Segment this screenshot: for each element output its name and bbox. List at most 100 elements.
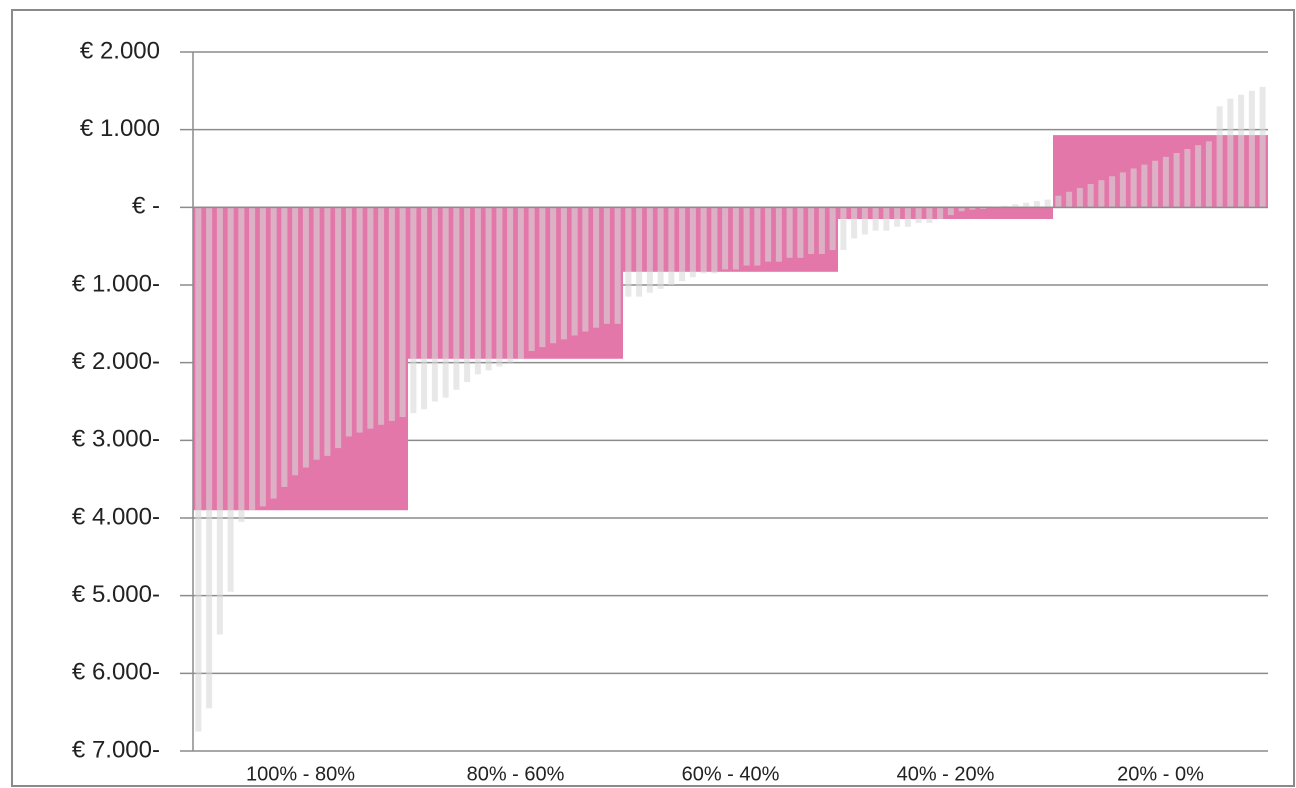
household-bar: [947, 207, 954, 216]
household-bar: [636, 207, 643, 297]
household-bar: [335, 207, 342, 449]
household-bar: [1195, 145, 1202, 208]
y-tick-label: € 6.000-: [72, 659, 160, 686]
household-bar: [1152, 160, 1159, 208]
household-bar: [474, 207, 481, 375]
household-bar: [431, 207, 438, 402]
household-bar: [356, 207, 363, 433]
household-bar: [324, 207, 331, 456]
household-bar: [485, 207, 492, 371]
household-bar: [872, 207, 879, 231]
household-bar: [227, 207, 234, 592]
household-bar: [829, 207, 836, 251]
household-bar: [883, 207, 890, 231]
household-bar: [765, 207, 772, 262]
bar: [838, 207, 1053, 219]
household-bar: [560, 207, 567, 340]
household-bar: [1205, 141, 1212, 208]
household-bar: [517, 207, 524, 359]
x-tick-label: 60% - 40%: [682, 763, 780, 785]
household-bar: [1162, 156, 1169, 208]
household-bar: [249, 207, 256, 511]
household-bar: [410, 207, 417, 414]
household-bar: [958, 207, 965, 212]
household-bar: [292, 207, 299, 476]
household-bar: [539, 207, 546, 348]
household-bar: [550, 207, 557, 344]
household-bar: [216, 207, 223, 635]
household-bar: [904, 207, 911, 227]
household-bar: [711, 207, 718, 274]
y-tick-label: € 7.000-: [72, 736, 160, 763]
household-bar: [1141, 164, 1148, 208]
household-bar: [238, 207, 245, 522]
household-bar: [345, 207, 352, 437]
y-tick-label: € 2.000: [80, 37, 160, 64]
x-tick-label: 100% - 80%: [246, 763, 355, 785]
household-bar: [582, 207, 589, 332]
household-bar: [926, 207, 933, 223]
household-bar: [1119, 172, 1126, 208]
household-bar: [1238, 94, 1245, 208]
household-bar: [1023, 202, 1030, 208]
household-bar: [797, 207, 804, 258]
household-bar: [1066, 191, 1073, 208]
household-bar: [937, 207, 944, 219]
household-bar: [1173, 152, 1180, 208]
household-bar: [894, 207, 901, 227]
household-bar: [259, 207, 266, 507]
household-bar: [754, 207, 761, 266]
household-bar: [722, 207, 729, 270]
household-bar: [1055, 195, 1062, 208]
bar: [623, 207, 838, 272]
household-bar: [1076, 187, 1083, 208]
household-bar: [1184, 149, 1191, 208]
household-bar: [1109, 176, 1116, 208]
household-bar: [281, 207, 288, 487]
household-bar: [388, 207, 395, 421]
x-tick-label: 20% - 0%: [1117, 763, 1204, 785]
household-bar: [1033, 201, 1040, 208]
y-tick-label: € -: [132, 193, 160, 220]
household-bar: [775, 207, 782, 262]
household-bar: [367, 207, 374, 429]
x-tick-label: 40% - 20%: [897, 763, 995, 785]
household-bar: [1130, 168, 1137, 208]
household-bar: [399, 207, 406, 418]
household-bar: [1001, 205, 1008, 208]
household-bar: [1227, 98, 1234, 208]
household-bar: [980, 207, 987, 209]
household-bar: [1044, 199, 1051, 208]
x-tick-label: 80% - 60%: [467, 763, 565, 785]
household-bar: [464, 207, 471, 383]
y-tick-label: € 5.000-: [72, 581, 160, 608]
household-bar: [507, 207, 514, 363]
household-bar: [206, 207, 213, 709]
household-bar: [818, 207, 825, 254]
household-bar: [528, 207, 535, 352]
y-tick-label: € 3.000-: [72, 426, 160, 453]
household-bar: [442, 207, 449, 398]
y-tick-label: € 4.000-: [72, 503, 160, 530]
household-bar: [1216, 106, 1223, 208]
household-bar: [732, 207, 739, 270]
household-bar: [421, 207, 428, 410]
household-bar: [646, 207, 653, 293]
household-bar: [571, 207, 578, 336]
household-bar: [593, 207, 600, 328]
household-bar: [1012, 204, 1019, 208]
y-tick-label: € 1.000: [80, 115, 160, 142]
household-bar: [313, 207, 320, 460]
bar: [193, 207, 408, 511]
household-bar: [1259, 86, 1266, 208]
household-bar: [270, 207, 277, 499]
household-bar: [915, 207, 922, 223]
household-bar: [302, 207, 309, 468]
bar: [1053, 135, 1268, 208]
household-bar: [969, 207, 976, 210]
household-bar: [679, 207, 686, 282]
household-bar: [657, 207, 664, 289]
household-bar: [1098, 180, 1105, 208]
